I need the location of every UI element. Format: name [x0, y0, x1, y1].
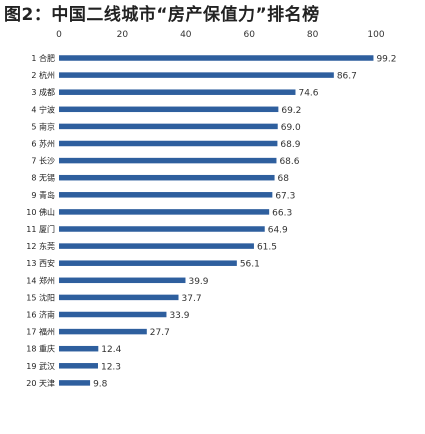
category-label: 11 厦门 [26, 224, 55, 234]
bar [59, 328, 147, 335]
data-label: 56.1 [240, 260, 260, 270]
x-tick-label: 20 [117, 30, 129, 40]
data-label: 37.7 [182, 294, 202, 304]
bar [59, 294, 179, 301]
category-label: 13 西安 [26, 258, 55, 268]
data-label: 69.2 [281, 106, 301, 116]
x-tick-label: 40 [180, 30, 192, 40]
bar [59, 345, 99, 352]
chart-title: 图2：中国二线城市“房产保值力”排名榜 [4, 5, 320, 25]
category-label: 5 南京 [31, 121, 55, 131]
bar [59, 157, 277, 164]
x-tick-label: 100 [367, 30, 384, 40]
category-label: 2 杭州 [31, 70, 55, 80]
bar [59, 380, 91, 386]
data-label: 66.3 [272, 208, 292, 218]
category-label: 17 福州 [26, 328, 55, 337]
category-label: 8 无锡 [31, 174, 55, 183]
data-label: 68 [278, 174, 290, 184]
category-label: 4 宁波 [31, 104, 55, 114]
data-label: 33.9 [169, 311, 189, 321]
value-labels: 99.2 86.7 74.6 69.2 69.0 68.9 68.6 68 67.3 66.3 64… [93, 55, 396, 390]
data-label: 86.7 [337, 72, 357, 82]
category-label: 19 武汉 [26, 361, 55, 371]
category-label: 12 东莞 [26, 241, 55, 251]
category-label: 1 合肥 [31, 53, 55, 63]
data-label: 69.0 [281, 123, 301, 133]
bar [59, 277, 186, 284]
bar [59, 55, 374, 61]
bar [59, 209, 270, 215]
bar [59, 174, 275, 181]
data-label: 68.6 [279, 157, 299, 167]
bar [59, 311, 167, 318]
category-labels: 1 合肥 2 杭州 3 成都 4 宁波 5 南京 6 苏州 7 长沙 8 无锡 9 青岛 10 佛… [26, 53, 55, 388]
bar [59, 226, 265, 232]
category-label: 18 重庆 [26, 344, 55, 354]
x-tick-label: 60 [243, 30, 255, 40]
bar [59, 363, 98, 369]
category-label: 3 成都 [31, 87, 55, 97]
category-label: 6 苏州 [31, 139, 55, 149]
data-label: 27.7 [150, 328, 170, 338]
category-label: 14 郑州 [26, 275, 55, 285]
data-label: 67.3 [275, 191, 295, 201]
data-label: 12.3 [101, 362, 121, 372]
bar [59, 123, 278, 130]
data-label: 68.9 [280, 140, 300, 150]
category-label: 16 济南 [26, 310, 55, 320]
x-tick-label: 80 [307, 30, 319, 40]
category-label: 9 青岛 [31, 190, 55, 200]
bar [59, 260, 237, 266]
data-label: 9.8 [93, 379, 108, 389]
data-label: 64.9 [268, 226, 288, 236]
category-label: 20 天津 [26, 378, 55, 388]
bar [59, 106, 279, 113]
bars-group [59, 55, 374, 386]
data-label: 39.9 [188, 277, 208, 287]
data-label: 99.2 [376, 55, 396, 65]
bar [59, 140, 278, 147]
category-label: 10 佛山 [26, 207, 55, 217]
data-label: 61.5 [257, 243, 277, 253]
bar [59, 89, 296, 95]
bar [59, 192, 273, 198]
x-axis-ticks: 0 20 40 60 80 100 [56, 30, 385, 40]
data-label: 12.4 [101, 345, 121, 355]
bar [59, 72, 334, 78]
category-label: 15 沈阳 [26, 292, 55, 302]
data-label: 74.6 [298, 89, 318, 99]
bar [59, 243, 254, 249]
x-tick-label: 0 [56, 30, 62, 40]
category-label: 7 长沙 [31, 156, 55, 166]
